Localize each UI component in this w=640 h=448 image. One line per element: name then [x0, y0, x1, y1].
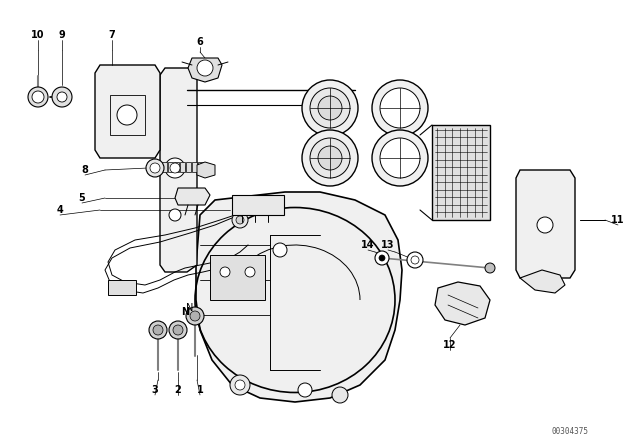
Polygon shape [520, 270, 565, 293]
Polygon shape [196, 192, 402, 402]
Circle shape [302, 80, 358, 136]
Circle shape [407, 252, 423, 268]
Circle shape [236, 216, 244, 224]
Circle shape [170, 163, 180, 173]
Circle shape [273, 243, 287, 257]
Text: 00304375: 00304375 [552, 427, 589, 436]
Bar [210, 255, 265, 300]
Circle shape [245, 267, 255, 277]
Circle shape [186, 307, 204, 325]
Bar [432, 125, 490, 220]
Circle shape [165, 158, 185, 178]
Bar [186, 162, 191, 172]
Circle shape [117, 105, 137, 125]
Text: 7: 7 [109, 30, 115, 40]
Text: N: N [186, 303, 194, 313]
Circle shape [318, 96, 342, 120]
Circle shape [375, 251, 389, 265]
Polygon shape [175, 188, 210, 205]
Bar [174, 162, 179, 172]
Text: 8: 8 [81, 165, 88, 175]
Circle shape [235, 380, 245, 390]
Circle shape [411, 256, 419, 264]
Circle shape [380, 138, 420, 178]
Circle shape [190, 311, 200, 321]
Text: 1: 1 [196, 385, 204, 395]
Polygon shape [435, 282, 490, 325]
Circle shape [28, 87, 48, 107]
Polygon shape [516, 170, 575, 278]
Polygon shape [95, 65, 160, 158]
Bar [180, 162, 185, 172]
Text: 6: 6 [196, 37, 204, 47]
Bar [198, 162, 203, 172]
Circle shape [372, 130, 428, 186]
Circle shape [310, 88, 350, 128]
Text: 5: 5 [79, 193, 85, 203]
Circle shape [150, 163, 160, 173]
Circle shape [169, 209, 181, 221]
Polygon shape [197, 162, 215, 178]
Text: 11: 11 [611, 215, 625, 225]
Bar [162, 162, 167, 172]
Polygon shape [160, 68, 197, 272]
Text: 2: 2 [175, 385, 181, 395]
Text: 12: 12 [444, 340, 457, 350]
Text: 13: 13 [381, 240, 395, 250]
Circle shape [153, 325, 163, 335]
Circle shape [149, 321, 167, 339]
Circle shape [146, 159, 164, 177]
Text: 3: 3 [152, 385, 158, 395]
Circle shape [169, 321, 187, 339]
Bar [168, 162, 173, 172]
Circle shape [32, 91, 44, 103]
Circle shape [379, 255, 385, 261]
Bar [192, 162, 197, 172]
Text: N: N [181, 307, 189, 317]
Circle shape [332, 387, 348, 403]
Circle shape [230, 375, 250, 395]
Circle shape [372, 80, 428, 136]
Bar [232, 195, 284, 215]
Circle shape [197, 60, 213, 76]
Text: 4: 4 [56, 205, 63, 215]
Circle shape [380, 88, 420, 128]
Circle shape [298, 383, 312, 397]
Text: 14: 14 [361, 240, 375, 250]
Text: 9: 9 [59, 30, 65, 40]
Circle shape [537, 217, 553, 233]
Circle shape [57, 92, 67, 102]
Text: 10: 10 [31, 30, 45, 40]
Circle shape [318, 146, 342, 170]
Circle shape [173, 325, 183, 335]
Polygon shape [188, 58, 222, 82]
Circle shape [310, 138, 350, 178]
Bar [108, 280, 136, 295]
Circle shape [52, 87, 72, 107]
Circle shape [302, 130, 358, 186]
Bar [110, 95, 145, 135]
Circle shape [485, 263, 495, 273]
Circle shape [220, 267, 230, 277]
Circle shape [232, 212, 248, 228]
